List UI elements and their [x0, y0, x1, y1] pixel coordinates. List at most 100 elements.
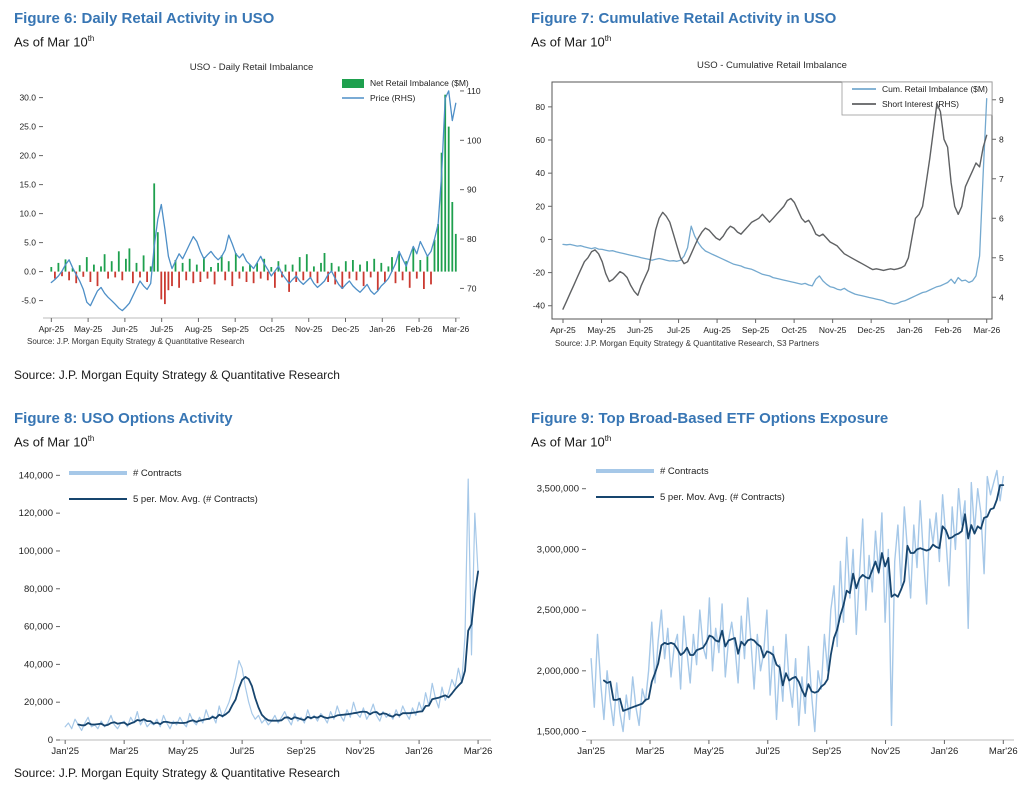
svg-text:Sep-25: Sep-25: [742, 325, 770, 335]
legend: # Contracts 5 per. Mov. Avg. (# Contracts…: [596, 466, 785, 503]
series-5 per. Mov. Avg. (# Contracts): [603, 484, 1005, 712]
figure9-panel: Figure 9: Top Broad-Based ETF Options Ex…: [517, 400, 1034, 797]
svg-text:Dec-25: Dec-25: [857, 325, 885, 335]
figure6-daily-retail-imbalance-chart: USO - Daily Retail Imbalance -5.0 0.0 5.0 10…: [19, 62, 481, 346]
svg-text:Jul'25: Jul'25: [756, 746, 781, 757]
svg-text:Jan-26: Jan-26: [369, 324, 395, 334]
series-Net Retail Imbalance ($M): [50, 94, 457, 305]
series-Cum. Retail Imbalance ($M): [562, 97, 988, 305]
svg-text:Short Interest (RHS): Short Interest (RHS): [882, 99, 959, 109]
svg-text:Sep-25: Sep-25: [221, 324, 249, 334]
svg-text:60: 60: [536, 135, 546, 145]
svg-text:60,000: 60,000: [24, 622, 53, 633]
svg-text:Mar-26: Mar-26: [442, 324, 469, 334]
svg-text:Jul'25: Jul'25: [230, 746, 255, 757]
svg-text:Source: J.P. Morgan Equity Str: Source: J.P. Morgan Equity Strategy & Qu…: [555, 339, 819, 348]
svg-text:Jul-25: Jul-25: [150, 324, 173, 334]
figure6-title: Figure 6: Daily Retail Activity in USO: [14, 10, 275, 27]
figure9-title: Figure 9: Top Broad-Based ETF Options Ex…: [531, 410, 889, 427]
svg-text:100: 100: [467, 135, 481, 145]
svg-text:5: 5: [999, 253, 1004, 263]
y-axis-right: 70 80 90 100 110: [460, 86, 481, 293]
figure8-uso-options-activity-chart: 0 20,000 40,000 60,000 80,000 100,000 120,000 1…: [19, 468, 493, 757]
y-axis-left: 0 20,000 40,000 60,000 80,000 100,000 120,000 1…: [19, 470, 60, 746]
figure7-panel: Figure 7: Cumulative Retail Activity in …: [517, 0, 1034, 400]
svg-text:Price (RHS): Price (RHS): [370, 93, 416, 103]
svg-text:Apr-25: Apr-25: [39, 324, 65, 334]
svg-text:5.0: 5.0: [24, 238, 36, 248]
svg-text:Source: J.P. Morgan Equity Str: Source: J.P. Morgan Equity Strategy & Qu…: [27, 337, 244, 346]
svg-text:8: 8: [999, 134, 1004, 144]
y-axis-right: 4 5 6 7 8 9: [992, 95, 1004, 302]
svg-text:Feb-26: Feb-26: [406, 324, 433, 334]
svg-text:25.0: 25.0: [19, 122, 36, 132]
svg-text:Feb-26: Feb-26: [935, 325, 962, 335]
svg-text:May'25: May'25: [694, 746, 724, 757]
svg-text:Mar'26: Mar'26: [464, 746, 493, 757]
series-Price (RHS): [50, 90, 457, 312]
legend: Net Retail Imbalance ($M) Price (RHS): [342, 78, 469, 103]
series-5 per. Mov. Avg. (# Contracts): [77, 570, 480, 727]
svg-text:20.0: 20.0: [19, 151, 36, 161]
svg-text:2,000,000: 2,000,000: [537, 666, 579, 677]
figure8-asof-ordinal: th: [87, 434, 95, 443]
svg-text:USO - Cumulative Retail Imbala: USO - Cumulative Retail Imbalance: [697, 60, 847, 71]
svg-text:5 per. Mov. Avg. (# Contracts): 5 per. Mov. Avg. (# Contracts): [133, 494, 258, 505]
figure6-panel: Figure 6: Daily Retail Activity in USO A…: [0, 0, 517, 400]
x-axis: Apr-25 May-25 Jun-25 Jul-25 Aug-25 Sep-25 Oct-…: [550, 319, 1000, 335]
svg-text:Jan'25: Jan'25: [577, 746, 605, 757]
svg-text:20: 20: [536, 201, 546, 211]
figure7-asof-ordinal: th: [604, 34, 612, 43]
svg-text:4: 4: [999, 292, 1004, 302]
svg-text:Sep'25: Sep'25: [286, 746, 315, 757]
svg-text:9: 9: [999, 95, 1004, 105]
svg-text:0.0: 0.0: [24, 267, 36, 277]
legend: # Contracts 5 per. Mov. Avg. (# Contracts…: [69, 468, 258, 505]
figure6-source-note: Source: J.P. Morgan Equity Strategy & Qu…: [14, 368, 340, 382]
figure8-title: Figure 8: USO Options Activity: [14, 410, 233, 427]
svg-text:Apr-25: Apr-25: [550, 325, 576, 335]
in-chart-source-note: Source: J.P. Morgan Equity Strategy & Qu…: [27, 337, 244, 346]
svg-text:3,000,000: 3,000,000: [537, 544, 579, 555]
figure7-asof-date: As of Mar 10th: [531, 34, 611, 49]
svg-text:7: 7: [999, 174, 1004, 184]
figure7-title: Figure 7: Cumulative Retail Activity in …: [531, 10, 837, 27]
svg-text:Mar'26: Mar'26: [989, 746, 1018, 757]
svg-text:90: 90: [467, 185, 477, 195]
svg-text:Jul-25: Jul-25: [667, 325, 690, 335]
svg-text:# Contracts: # Contracts: [660, 466, 709, 477]
x-axis: Jan'25 Mar'25 May'25 Jul'25 Sep'25 Nov'25 Jan'…: [577, 740, 1018, 757]
figure8-panel: Figure 8: USO Options Activity As of Mar…: [0, 400, 517, 797]
figure6-asof-date: As of Mar 10th: [14, 34, 94, 49]
figure8-asof-date: As of Mar 10th: [14, 434, 94, 449]
svg-text:70: 70: [467, 283, 477, 293]
svg-text:Mar'25: Mar'25: [110, 746, 139, 757]
svg-text:0: 0: [540, 234, 545, 244]
svg-text:May-25: May-25: [74, 324, 103, 334]
svg-text:0: 0: [48, 735, 53, 746]
x-axis: Jan'25 Mar'25 May'25 Jul'25 Sep'25 Nov'25 Jan'…: [51, 740, 492, 757]
svg-text:May'25: May'25: [168, 746, 198, 757]
svg-text:May-25: May-25: [587, 325, 616, 335]
series-# Contracts: [64, 478, 479, 732]
y-axis-left: -5.0 0.0 5.0 10.0 15.0 20.0 25.0 30.0: [19, 93, 43, 306]
in-chart-source-note: Source: J.P. Morgan Equity Strategy & Qu…: [555, 339, 819, 348]
figure9-asof-date: As of Mar 10th: [531, 434, 611, 449]
chart-title: USO - Cumulative Retail Imbalance: [697, 60, 847, 71]
svg-text:80,000: 80,000: [24, 584, 53, 595]
svg-text:Oct-25: Oct-25: [781, 325, 807, 335]
svg-text:1,500,000: 1,500,000: [537, 727, 579, 738]
svg-text:80: 80: [467, 234, 477, 244]
svg-text:USO - Daily Retail Imbalance: USO - Daily Retail Imbalance: [190, 62, 314, 73]
figure8-asof-text: As of Mar 10: [14, 434, 88, 450]
svg-text:Jun-25: Jun-25: [112, 324, 138, 334]
svg-text:Nov'25: Nov'25: [345, 746, 374, 757]
svg-text:Cum. Retail Imbalance ($M): Cum. Retail Imbalance ($M): [882, 84, 988, 94]
svg-text:Jan'26: Jan'26: [931, 746, 959, 757]
svg-text:Nov'25: Nov'25: [871, 746, 900, 757]
svg-text:Aug-25: Aug-25: [703, 325, 731, 335]
svg-text:Aug-25: Aug-25: [185, 324, 213, 334]
svg-text:10.0: 10.0: [19, 209, 36, 219]
legend: Cum. Retail Imbalance ($M) Short Interest…: [841, 81, 993, 116]
svg-text:120,000: 120,000: [19, 508, 53, 519]
